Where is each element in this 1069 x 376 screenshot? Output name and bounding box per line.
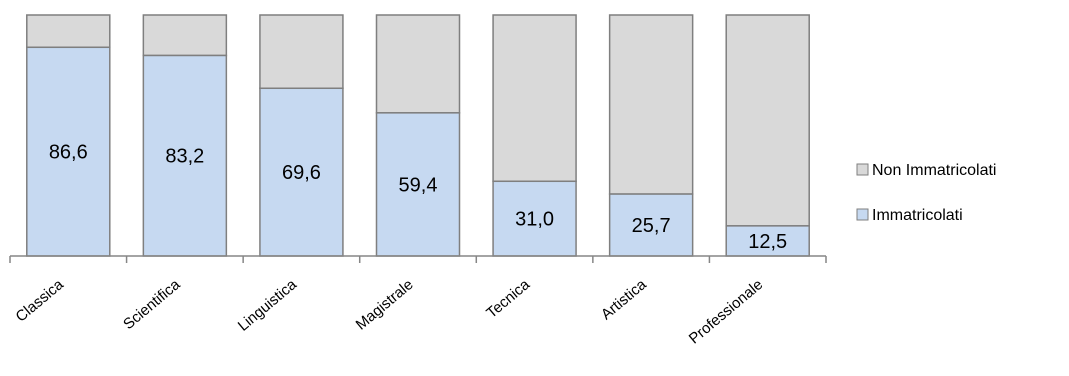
data-label: 12,5 [748, 231, 787, 253]
legend: Non Immatricolati Immatricolati [856, 162, 996, 224]
bar-non-immatricolati [492, 14, 577, 183]
data-labels-layer: 86,6 83,2 69,6 59,4 31,0 25,7 12,5 [49, 142, 787, 253]
bar-non-immatricolati [608, 14, 694, 195]
data-label: 83,2 [165, 146, 204, 168]
legend-label: Non Immatricolati [872, 162, 996, 179]
bar-non-immatricolati [142, 14, 228, 57]
x-tick-label: Linguistica [235, 276, 301, 335]
data-label: 69,6 [282, 162, 321, 184]
bar-immatricolati [259, 87, 344, 257]
x-tick-label: Classica [13, 276, 68, 326]
legend-swatch [856, 208, 869, 221]
bar-immatricolati [142, 54, 228, 257]
bar-non-immatricolati [259, 14, 344, 90]
bar-immatricolati [375, 112, 461, 257]
data-label: 31,0 [515, 209, 554, 231]
data-label: 25,7 [632, 215, 671, 237]
data-label: 59,4 [399, 174, 438, 196]
x-tick-label: Artistica [598, 276, 650, 324]
bars-layer [26, 14, 810, 257]
x-tick-label: Professionale [686, 276, 767, 347]
data-label: 86,6 [49, 142, 88, 164]
bar-non-immatricolati [725, 14, 810, 227]
bar-immatricolati [608, 193, 694, 257]
x-axis: Classica Scientifica Linguistica Magistrale… [9, 255, 827, 347]
x-tick-label: Scientifica [120, 276, 184, 333]
legend-swatch [856, 163, 869, 176]
bar-non-immatricolati [375, 14, 461, 114]
x-tick-label: Tecnica [483, 276, 533, 322]
legend-label: Immatricolati [872, 207, 963, 224]
bar-immatricolati [26, 46, 111, 257]
x-tick-label: Magistrale [353, 276, 417, 334]
bar-non-immatricolati [26, 14, 111, 49]
